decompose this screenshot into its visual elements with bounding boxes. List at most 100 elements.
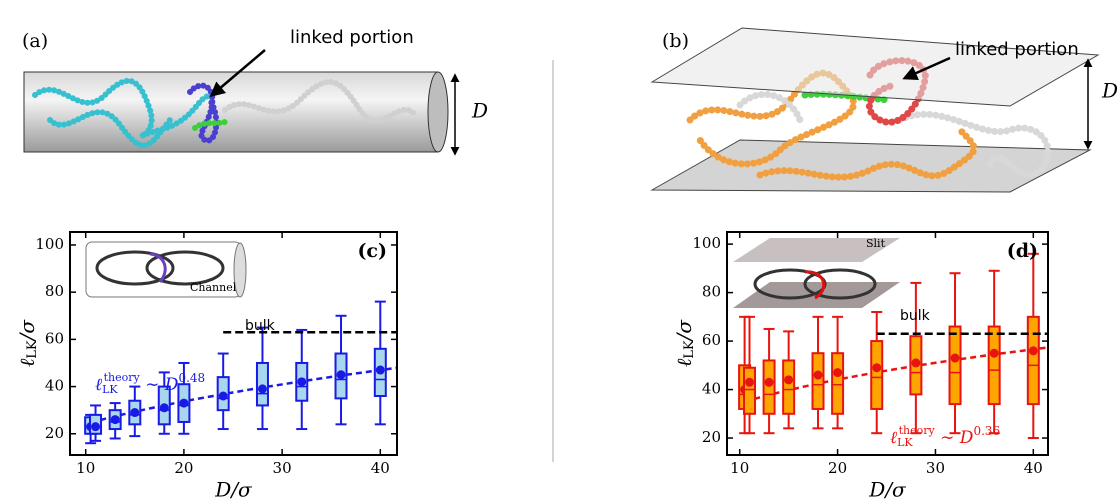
mean — [257, 384, 267, 394]
mean — [336, 370, 346, 380]
mean — [872, 363, 882, 373]
panel-a: (a) linked portion D — [22, 27, 488, 156]
panel-b: (b) linked portion D — [650, 27, 1118, 193]
dimension-label: D — [1101, 79, 1118, 103]
panel-label: (b) — [662, 30, 689, 52]
theory-symbol: ℓ — [95, 375, 102, 395]
y-label-sub: LK — [25, 340, 40, 359]
x-tick-label: 10 — [730, 459, 749, 477]
x-axis-label: D/σ — [214, 478, 253, 501]
panel-label: (d) — [1007, 240, 1038, 262]
ring — [803, 268, 877, 300]
bulk-label: bulk — [900, 308, 931, 324]
slit-plane — [650, 27, 1100, 107]
polymer — [32, 77, 418, 149]
box — [255, 361, 269, 407]
panel-label: (a) — [22, 30, 48, 52]
mean — [179, 398, 189, 408]
mean — [130, 408, 140, 418]
mean — [764, 377, 774, 387]
x-tick-label: 30 — [926, 459, 945, 477]
inset-channel: Channel — [85, 241, 247, 298]
theory-relation: ∼ D — [140, 375, 179, 395]
mean — [745, 377, 755, 387]
y-label-symbol: ℓ — [672, 358, 696, 367]
box — [948, 325, 962, 406]
y-tick-label: 80 — [702, 283, 721, 301]
x-tick-label: 40 — [1024, 459, 1043, 477]
inset-slit: Slit — [733, 237, 900, 308]
x-tick-label: 40 — [371, 459, 390, 477]
x-tick-label: 20 — [174, 459, 193, 477]
y-tick-label: 20 — [702, 428, 721, 446]
y-tick-label: 40 — [702, 380, 721, 398]
panel-label: (c) — [357, 240, 387, 262]
y-tick-label: 100 — [692, 234, 721, 252]
x-axis-label: D/σ — [868, 478, 907, 501]
box — [782, 359, 796, 415]
inset-label: Slit — [866, 237, 886, 250]
mean — [1028, 346, 1038, 356]
y-tick-label: 80 — [45, 282, 64, 300]
box — [811, 352, 825, 410]
inset-end — [233, 242, 247, 298]
theory-sub: LK — [897, 436, 913, 449]
y-tick-label: 100 — [35, 235, 64, 253]
linked-part — [149, 252, 167, 283]
y-tick-label: 20 — [45, 424, 64, 442]
arrow — [209, 49, 266, 97]
mean — [784, 375, 794, 385]
box — [870, 340, 884, 410]
linked-part — [804, 270, 826, 300]
y-tick-label: 60 — [45, 329, 64, 347]
y-label-rest: /σ — [15, 319, 39, 343]
y-label-sub: LK — [682, 340, 697, 359]
mean — [91, 422, 101, 432]
mean — [297, 377, 307, 387]
box — [831, 352, 845, 415]
inset-label: Channel — [190, 281, 237, 294]
y-label-rest: /σ — [672, 319, 696, 343]
y-axis-label: ℓLK/σ — [15, 319, 40, 367]
mean — [833, 368, 843, 378]
y-tick-label: 60 — [702, 331, 721, 349]
annotation: linked portion — [955, 39, 1079, 60]
x-tick-label: 10 — [76, 459, 95, 477]
bulk-label: bulk — [245, 318, 276, 334]
ring — [95, 250, 175, 286]
arrow — [902, 56, 951, 80]
theory-label: ℓLKtheory ∼ D0.48 — [95, 371, 205, 397]
mean — [989, 348, 999, 358]
plot-frame — [726, 231, 1049, 456]
channel-end — [427, 71, 449, 153]
theory-symbol: ℓ — [890, 428, 897, 448]
inset-plane — [733, 238, 900, 262]
y-tick-label: 40 — [45, 377, 64, 395]
x-tick-label: 30 — [273, 459, 292, 477]
mean — [110, 415, 120, 425]
mean — [375, 365, 385, 375]
x-tick-label: 20 — [828, 459, 847, 477]
mean — [159, 403, 169, 413]
box — [987, 325, 1001, 406]
theory-exponent: 0.36 — [973, 424, 1000, 438]
theory-label: ℓLKtheory ∼ D0.36 — [890, 424, 1000, 450]
fit-curve — [744, 346, 1049, 403]
mean — [218, 391, 228, 401]
theory-exponent: 0.48 — [178, 371, 205, 385]
box — [762, 359, 776, 415]
annotation: linked portion — [290, 27, 414, 48]
theory-relation: ∼ D — [935, 428, 974, 448]
y-label-symbol: ℓ — [15, 358, 39, 367]
box — [1026, 315, 1040, 406]
fit-curve — [90, 366, 398, 424]
mean — [813, 370, 823, 380]
ring — [145, 250, 225, 286]
box — [743, 366, 757, 415]
channel — [23, 71, 439, 153]
theory-sub: LK — [102, 383, 118, 396]
y-axis-label: ℓLK/σ — [672, 319, 697, 367]
theory-sup: theory — [899, 424, 936, 437]
mean — [911, 358, 921, 368]
